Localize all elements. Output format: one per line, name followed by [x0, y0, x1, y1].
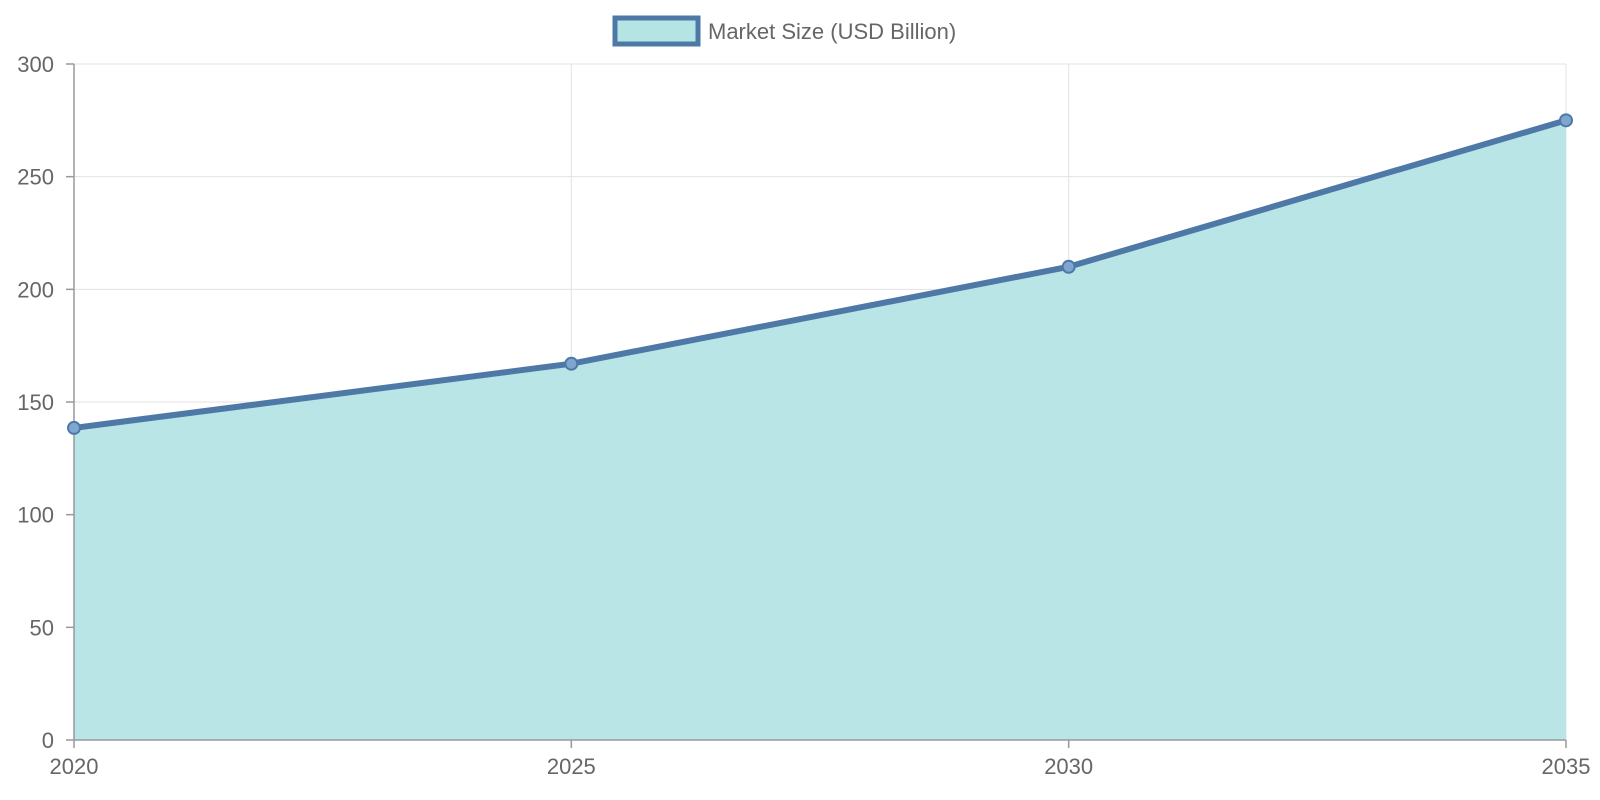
y-tick-label: 0 — [42, 728, 54, 753]
y-tick-label: 300 — [17, 52, 54, 77]
y-tick-label: 100 — [17, 503, 54, 528]
x-tick-label: 2035 — [1542, 754, 1591, 779]
data-points — [67, 113, 1573, 435]
data-point[interactable] — [67, 420, 81, 435]
data-point[interactable] — [564, 356, 579, 371]
area-layer — [73, 117, 1567, 741]
x-axis-ticks: 2020 2025 2030 2035 — [50, 740, 1591, 779]
legend[interactable]: Market Size (USD Billion) — [612, 15, 956, 47]
legend-swatch[interactable] — [612, 15, 701, 47]
x-tick-label: 2025 — [547, 754, 596, 779]
y-axis-ticks: 0 50 100 150 200 250 300 — [17, 52, 74, 753]
series-line — [73, 117, 1567, 431]
legend-label[interactable]: Market Size (USD Billion) — [708, 19, 956, 44]
y-tick-label: 50 — [30, 615, 54, 640]
area-fill — [74, 120, 1566, 741]
y-tick-label: 250 — [17, 165, 54, 190]
y-tick-label: 150 — [17, 390, 54, 415]
data-point[interactable] — [1559, 113, 1573, 128]
data-point[interactable] — [1061, 259, 1076, 274]
x-tick-label: 2030 — [1044, 754, 1093, 779]
x-tick-label: 2020 — [50, 754, 99, 779]
y-tick-label: 200 — [17, 277, 54, 302]
